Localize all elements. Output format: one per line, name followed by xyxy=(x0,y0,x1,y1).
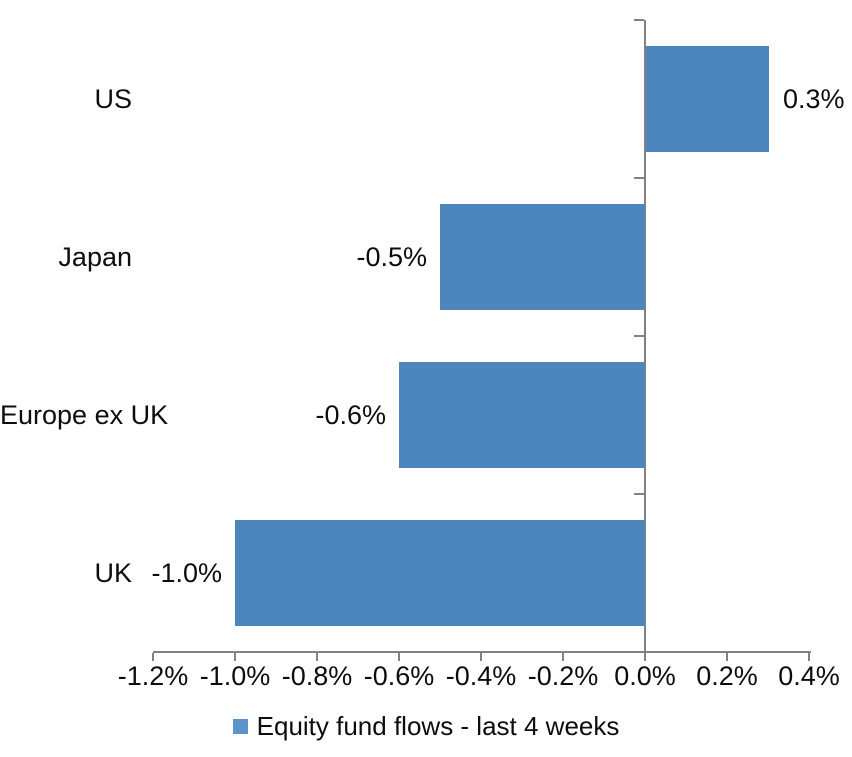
bar xyxy=(646,46,769,152)
value-axis-tick-label: -1.0% xyxy=(199,661,271,691)
bar-data-label: 0.3% xyxy=(783,84,845,114)
category-label: Japan xyxy=(58,242,132,272)
value-axis-tick-label: -0.4% xyxy=(445,661,517,691)
legend-marker-icon xyxy=(232,718,248,734)
category-axis-tick xyxy=(634,493,644,495)
legend: Equity fund flows - last 4 weeks xyxy=(0,711,852,741)
category-axis-tick xyxy=(634,177,644,179)
bar xyxy=(235,520,645,626)
category-label: Europe ex UK xyxy=(0,400,169,430)
value-axis-tick-label: -1.2% xyxy=(117,661,189,691)
legend-label: Equity fund flows - last 4 weeks xyxy=(256,711,620,741)
category-label: US xyxy=(94,84,132,114)
value-axis-tick-label: 0.4% xyxy=(778,661,840,691)
value-axis-tick-label: -0.6% xyxy=(363,661,435,691)
value-axis-tick-label: 0.2% xyxy=(696,661,758,691)
category-label: UK xyxy=(94,558,132,588)
value-axis-tick xyxy=(808,653,810,661)
value-axis-tick xyxy=(398,653,400,661)
bar-data-label: -0.5% xyxy=(356,242,427,272)
value-axis-tick-label: 0.0% xyxy=(614,661,676,691)
category-axis-line xyxy=(644,20,646,654)
bar-data-label: -1.0% xyxy=(151,558,222,588)
value-axis-tick xyxy=(726,653,728,661)
bar xyxy=(399,362,645,468)
value-axis-tick xyxy=(152,653,154,661)
value-axis-line xyxy=(153,651,811,653)
value-axis-tick-label: -0.8% xyxy=(281,661,353,691)
value-axis-tick xyxy=(480,653,482,661)
bar-data-label: -0.6% xyxy=(315,400,386,430)
value-axis-tick xyxy=(316,653,318,661)
value-axis-tick xyxy=(644,653,646,661)
bar xyxy=(440,204,645,310)
category-axis-tick xyxy=(634,19,644,21)
value-axis-tick-label: -0.2% xyxy=(527,661,599,691)
value-axis-tick xyxy=(562,653,564,661)
value-axis-tick xyxy=(234,653,236,661)
category-axis-tick xyxy=(634,335,644,337)
